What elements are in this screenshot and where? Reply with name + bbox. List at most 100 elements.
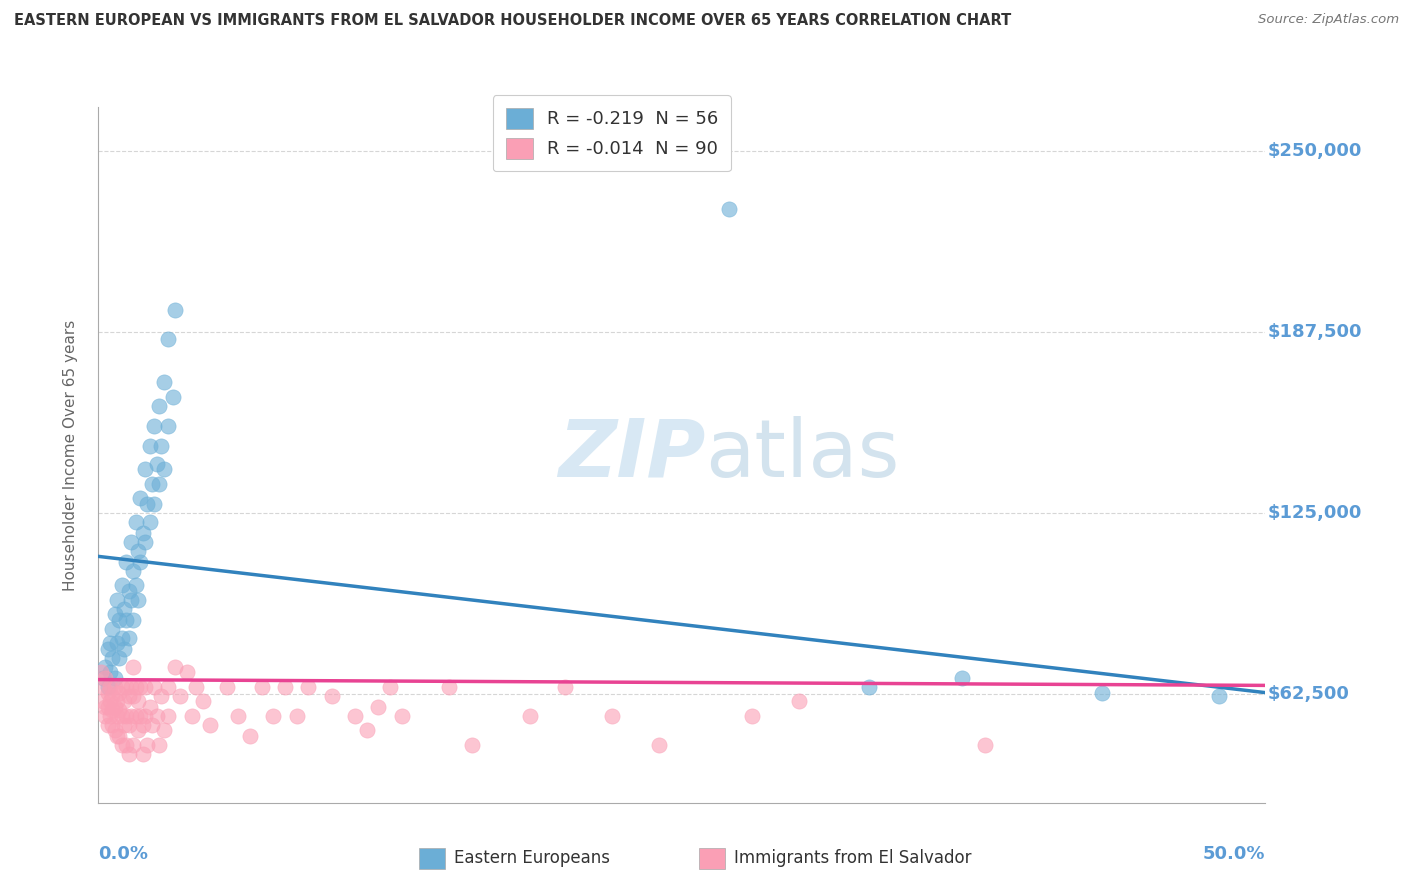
Point bbox=[274, 680, 297, 694]
Point bbox=[129, 555, 152, 569]
Point bbox=[200, 717, 222, 731]
Point bbox=[122, 564, 145, 578]
Point bbox=[115, 738, 138, 752]
Text: Immigrants from El Salvador: Immigrants from El Salvador bbox=[734, 849, 972, 867]
Point bbox=[120, 680, 142, 694]
Text: ZIP: ZIP bbox=[558, 416, 706, 494]
Point bbox=[129, 708, 152, 723]
Point bbox=[157, 708, 180, 723]
FancyBboxPatch shape bbox=[699, 848, 725, 869]
Point bbox=[125, 708, 148, 723]
Point bbox=[122, 738, 145, 752]
Point bbox=[1091, 685, 1114, 699]
Text: $187,500: $187,500 bbox=[1268, 323, 1362, 341]
Point bbox=[1208, 689, 1230, 703]
Point bbox=[150, 439, 173, 453]
Point bbox=[132, 747, 155, 761]
Point bbox=[228, 708, 250, 723]
Point bbox=[98, 636, 121, 650]
Point bbox=[391, 708, 413, 723]
Point bbox=[134, 708, 156, 723]
Point bbox=[90, 665, 112, 680]
Point bbox=[97, 685, 120, 699]
Point bbox=[125, 578, 148, 592]
Point bbox=[344, 708, 367, 723]
Point bbox=[132, 526, 155, 541]
Point bbox=[297, 680, 319, 694]
Point bbox=[134, 462, 156, 476]
Point bbox=[215, 680, 238, 694]
Point bbox=[180, 708, 202, 723]
Text: atlas: atlas bbox=[706, 416, 900, 494]
Text: Eastern Europeans: Eastern Europeans bbox=[454, 849, 610, 867]
Point bbox=[112, 694, 135, 708]
Point bbox=[134, 680, 156, 694]
Point bbox=[98, 694, 121, 708]
Point bbox=[152, 462, 174, 476]
Point bbox=[139, 515, 162, 529]
Point bbox=[143, 680, 166, 694]
Point bbox=[104, 607, 127, 622]
Point bbox=[101, 703, 124, 717]
Point bbox=[437, 680, 460, 694]
Text: EASTERN EUROPEAN VS IMMIGRANTS FROM EL SALVADOR HOUSEHOLDER INCOME OVER 65 YEARS: EASTERN EUROPEAN VS IMMIGRANTS FROM EL S… bbox=[14, 13, 1011, 29]
Point bbox=[108, 703, 131, 717]
Point bbox=[239, 729, 262, 743]
Point bbox=[186, 680, 208, 694]
Text: 0.0%: 0.0% bbox=[98, 845, 149, 863]
Point bbox=[165, 659, 187, 673]
Point bbox=[152, 723, 174, 738]
Point bbox=[101, 651, 124, 665]
Point bbox=[143, 418, 166, 433]
Point bbox=[378, 680, 402, 694]
Point bbox=[250, 680, 273, 694]
Point bbox=[162, 390, 184, 404]
Point bbox=[98, 680, 121, 694]
Point bbox=[108, 651, 131, 665]
Point bbox=[717, 202, 740, 216]
Point bbox=[787, 694, 810, 708]
Point bbox=[127, 592, 149, 607]
Point bbox=[122, 613, 145, 627]
Point bbox=[108, 685, 131, 699]
Point bbox=[136, 497, 159, 511]
Point bbox=[108, 729, 131, 743]
Point bbox=[105, 636, 128, 650]
Point bbox=[94, 700, 117, 714]
Point bbox=[97, 680, 120, 694]
Point bbox=[356, 723, 378, 738]
Point bbox=[262, 708, 284, 723]
Legend: R = -0.219  N = 56, R = -0.014  N = 90: R = -0.219 N = 56, R = -0.014 N = 90 bbox=[494, 95, 731, 171]
Point bbox=[139, 439, 162, 453]
Point bbox=[98, 665, 121, 680]
Point bbox=[91, 671, 114, 685]
Point bbox=[152, 376, 174, 390]
Point bbox=[91, 680, 114, 694]
Point bbox=[118, 584, 141, 599]
Point bbox=[120, 534, 142, 549]
Point bbox=[105, 694, 128, 708]
Point bbox=[367, 700, 389, 714]
Point bbox=[741, 708, 763, 723]
Text: $62,500: $62,500 bbox=[1268, 685, 1350, 703]
Point bbox=[122, 689, 145, 703]
Point bbox=[165, 302, 187, 317]
Point bbox=[169, 689, 191, 703]
Point bbox=[101, 717, 124, 731]
Point bbox=[94, 671, 117, 685]
Point bbox=[115, 613, 138, 627]
Point bbox=[118, 631, 141, 645]
Point bbox=[600, 708, 623, 723]
Point bbox=[111, 708, 134, 723]
Point bbox=[111, 631, 134, 645]
Point bbox=[94, 659, 117, 673]
Point bbox=[120, 592, 142, 607]
Point bbox=[91, 694, 114, 708]
Point bbox=[858, 680, 880, 694]
Point bbox=[129, 491, 152, 506]
Point bbox=[108, 613, 131, 627]
Point bbox=[143, 497, 166, 511]
Point bbox=[112, 717, 135, 731]
Point bbox=[118, 689, 141, 703]
Point bbox=[974, 738, 997, 752]
